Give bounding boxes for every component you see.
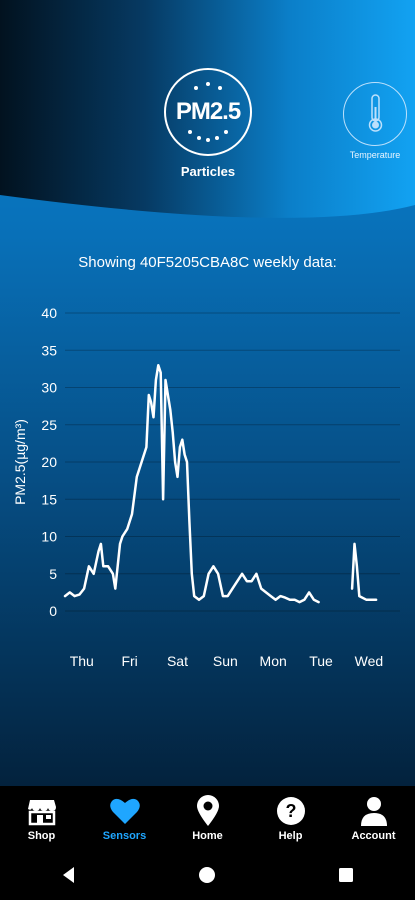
- system-recents-button[interactable]: [316, 855, 376, 895]
- thermometer-icon: [343, 82, 407, 146]
- y-tick-label: 40: [41, 305, 57, 321]
- nav-account-label: Account: [351, 830, 396, 842]
- map-pin-icon: [196, 795, 219, 826]
- sensor-pm25-button[interactable]: PM2.5 Particles: [161, 68, 255, 179]
- x-tick-label: Thu: [70, 653, 94, 669]
- chart-title: Showing 40F5205CBA8C weekly data:: [78, 254, 337, 271]
- y-tick-label: 0: [49, 603, 57, 619]
- x-tick-label: Mon: [260, 653, 287, 669]
- y-tick-label: 30: [41, 380, 57, 396]
- account-icon: [360, 797, 387, 826]
- recents-square-icon: [338, 868, 353, 882]
- nav-help[interactable]: ? Help: [249, 786, 332, 850]
- back-triangle-icon: [63, 867, 75, 883]
- series-line-segment: [63, 363, 320, 604]
- app-screen: PM2.5 Particles Temperature Showing 40F5…: [0, 0, 415, 786]
- y-tick-label: 35: [41, 342, 57, 358]
- pm25-icon-text: PM2.5: [175, 98, 241, 125]
- y-axis-label: PM2.5(µg/m³): [12, 419, 28, 505]
- series-line-segment: [350, 542, 378, 602]
- x-tick-label: Fri: [121, 653, 137, 669]
- x-tick-label: Wed: [355, 653, 384, 669]
- pm25-icon: PM2.5: [164, 68, 252, 156]
- system-back-button[interactable]: [39, 855, 99, 895]
- heart-icon: [109, 798, 140, 824]
- nav-sensors[interactable]: Sensors: [83, 786, 166, 850]
- y-tick-label: 25: [41, 417, 57, 433]
- pm25-weekly-chart: 0 5 10 15 20 25 30 35 40 PM2.5(µg/m³) Thu Fri Sat Sun…: [12, 305, 400, 669]
- nav-home-label: Home: [192, 830, 223, 842]
- nav-shop-label: Shop: [27, 830, 56, 842]
- system-home-button[interactable]: [177, 855, 237, 895]
- home-circle-icon: [199, 867, 216, 883]
- nav-help-label: Help: [278, 830, 303, 842]
- nav-account[interactable]: Account: [332, 786, 415, 850]
- x-tick-label: Sat: [167, 653, 188, 669]
- help-icon: ?: [276, 797, 305, 825]
- y-tick-label: 20: [41, 454, 57, 470]
- bottom-nav: Shop Sensors Home ? Help Account: [0, 786, 415, 850]
- sensor-temperature-button[interactable]: Temperature: [340, 82, 410, 160]
- y-tick-label: 15: [41, 491, 57, 507]
- temperature-label: Temperature: [349, 150, 401, 160]
- shop-icon: [27, 800, 56, 826]
- y-tick-label: 10: [41, 529, 57, 545]
- svg-text:?: ?: [285, 801, 296, 821]
- pm25-dots: [188, 82, 228, 142]
- nav-sensors-label: Sensors: [102, 830, 147, 842]
- y-tick-label: 5: [49, 566, 57, 582]
- pm25-label: Particles: [180, 164, 236, 179]
- nav-shop[interactable]: Shop: [0, 786, 83, 850]
- nav-home[interactable]: Home: [166, 786, 249, 850]
- system-navigation-bar: [0, 850, 415, 900]
- x-tick-label: Tue: [309, 653, 333, 669]
- x-tick-label: Sun: [213, 653, 238, 669]
